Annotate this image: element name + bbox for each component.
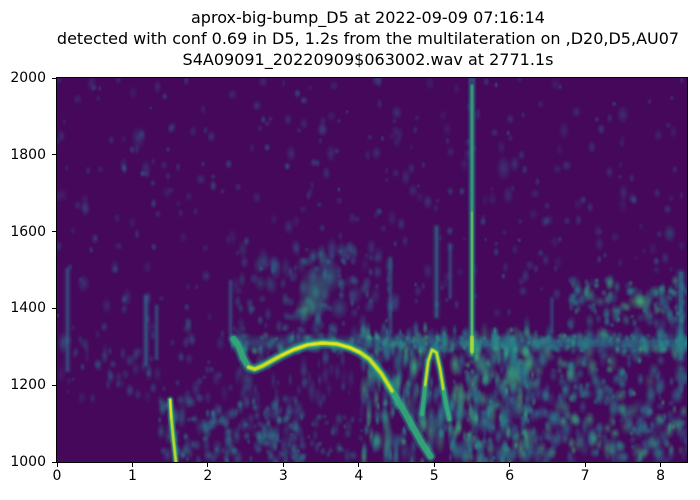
x-tick-label: 1 bbox=[127, 468, 137, 484]
x-tick-label: 3 bbox=[278, 468, 288, 484]
x-tick bbox=[660, 463, 662, 467]
x-tick-label: 0 bbox=[52, 468, 62, 484]
y-tick-label: 1200 bbox=[10, 377, 46, 394]
y-tick-label: 2000 bbox=[10, 70, 46, 86]
plot-title-line-2: detected with conf 0.69 in D5, 1.2s from… bbox=[56, 29, 680, 48]
y-tick bbox=[52, 384, 56, 386]
x-tick bbox=[509, 463, 511, 467]
x-tick bbox=[207, 463, 209, 467]
x-tick bbox=[131, 463, 133, 467]
spectrogram-canvas bbox=[57, 78, 687, 462]
y-tick bbox=[52, 231, 56, 233]
plot-title-line-1: aprox-big-bump_D5 at 2022-09-09 07:16:14 bbox=[191, 8, 545, 27]
x-tick-label: 2 bbox=[203, 468, 213, 484]
y-tick bbox=[52, 307, 56, 309]
y-tick bbox=[52, 154, 56, 156]
x-tick bbox=[584, 463, 586, 467]
y-tick-label: 1000 bbox=[10, 454, 46, 470]
y-tick-label: 1600 bbox=[10, 223, 46, 240]
x-tick bbox=[282, 463, 284, 467]
x-tick-label: 4 bbox=[354, 468, 364, 484]
axes-frame bbox=[56, 77, 688, 463]
x-tick bbox=[358, 463, 360, 467]
plot-title: aprox-big-bump_D5 at 2022-09-09 07:16:14… bbox=[57, 7, 679, 70]
x-tick bbox=[433, 463, 435, 467]
y-tick bbox=[52, 461, 56, 463]
x-tick-label: 6 bbox=[505, 468, 515, 484]
x-tick bbox=[56, 463, 58, 467]
x-tick-label: 8 bbox=[656, 468, 666, 484]
y-tick-label: 1800 bbox=[10, 146, 46, 163]
x-tick-label: 7 bbox=[580, 468, 590, 484]
y-tick bbox=[52, 77, 56, 79]
plot-title-line-3: S4A09091_20220909$063002.wav at 2771.1s bbox=[182, 50, 554, 69]
y-tick-label: 1400 bbox=[10, 300, 46, 317]
x-tick-label: 5 bbox=[429, 468, 439, 484]
